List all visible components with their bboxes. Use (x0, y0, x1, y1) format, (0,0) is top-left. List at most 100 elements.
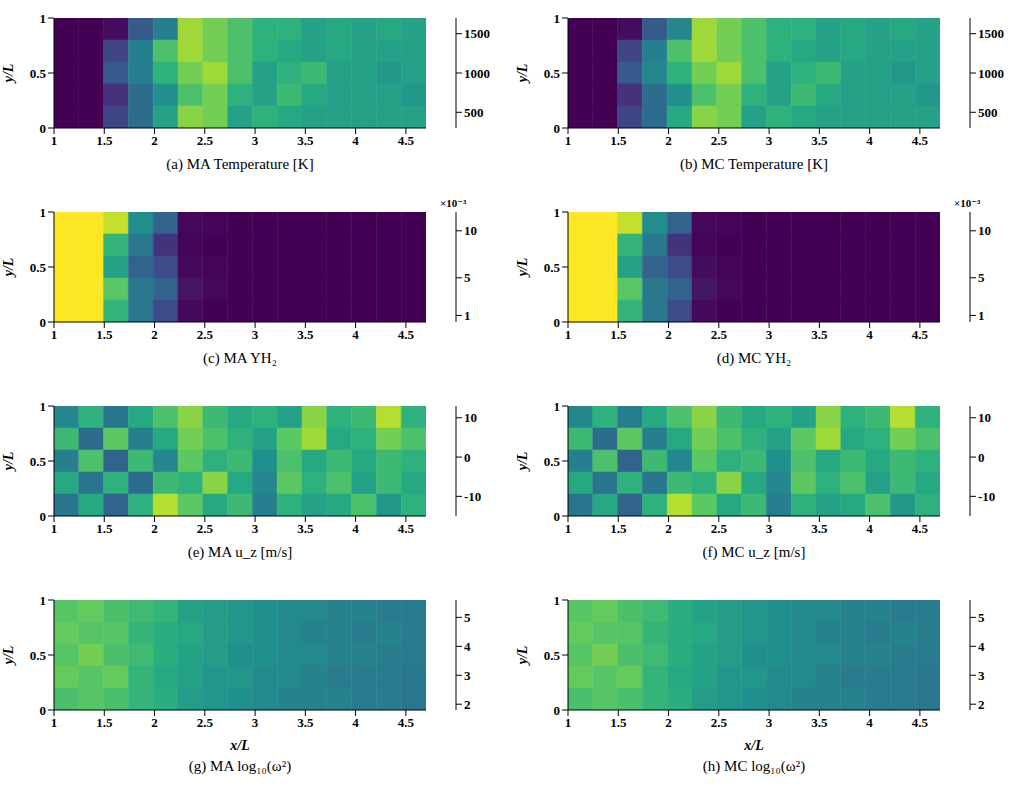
svg-text:y/L: y/L (516, 258, 530, 279)
svg-text:1500: 1500 (978, 26, 1004, 41)
svg-text:3: 3 (464, 668, 471, 683)
svg-text:2: 2 (665, 133, 672, 148)
svg-text:3: 3 (252, 521, 259, 536)
svg-text:1: 1 (40, 11, 47, 26)
svg-text:0: 0 (40, 509, 47, 524)
svg-text:1: 1 (565, 133, 572, 148)
svg-text:4.5: 4.5 (398, 327, 415, 342)
svg-text:1.5: 1.5 (610, 327, 627, 342)
svg-text:4.5: 4.5 (912, 133, 929, 148)
svg-text:0.5: 0.5 (30, 66, 47, 81)
svg-text:10: 10 (464, 410, 477, 425)
svg-text:5: 5 (464, 270, 471, 285)
svg-text:4: 4 (352, 133, 359, 148)
svg-text:y/L: y/L (2, 452, 16, 473)
svg-text:4.5: 4.5 (912, 521, 929, 536)
svg-text:3.5: 3.5 (811, 715, 828, 730)
svg-text:2.5: 2.5 (711, 133, 728, 148)
svg-text:2: 2 (665, 715, 672, 730)
svg-text:1.5: 1.5 (96, 715, 113, 730)
svg-text:2.5: 2.5 (197, 133, 214, 148)
svg-text:x/L: x/L (743, 738, 763, 753)
svg-text:3.5: 3.5 (297, 327, 314, 342)
svg-text:4.5: 4.5 (912, 327, 929, 342)
svg-text:0.5: 0.5 (544, 454, 561, 469)
svg-text:y/L: y/L (516, 64, 530, 85)
svg-text:0.5: 0.5 (30, 454, 47, 469)
svg-text:-10: -10 (464, 489, 481, 504)
svg-text:2.5: 2.5 (197, 715, 214, 730)
svg-text:0: 0 (464, 450, 471, 465)
svg-text:3: 3 (766, 521, 773, 536)
svg-text:0: 0 (554, 121, 561, 136)
svg-text:4.5: 4.5 (912, 715, 929, 730)
svg-text:1.5: 1.5 (96, 521, 113, 536)
svg-text:2: 2 (151, 133, 158, 148)
svg-text:4.5: 4.5 (398, 715, 415, 730)
svg-text:2: 2 (464, 697, 471, 712)
svg-text:4: 4 (866, 521, 873, 536)
svg-text:1: 1 (565, 327, 572, 342)
svg-text:0: 0 (978, 450, 985, 465)
svg-text:1.5: 1.5 (610, 715, 627, 730)
svg-text:4: 4 (978, 639, 985, 654)
svg-text:10: 10 (978, 223, 991, 238)
svg-text:1: 1 (554, 205, 561, 220)
svg-text:1000: 1000 (978, 66, 1004, 81)
svg-text:500: 500 (978, 105, 998, 120)
svg-text:0: 0 (40, 121, 47, 136)
svg-text:2: 2 (151, 327, 158, 342)
svg-text:0.5: 0.5 (544, 66, 561, 81)
svg-text:1: 1 (51, 521, 58, 536)
svg-text:2.5: 2.5 (711, 327, 728, 342)
svg-text:0: 0 (554, 315, 561, 330)
svg-text:1: 1 (51, 133, 58, 148)
svg-text:2: 2 (665, 327, 672, 342)
svg-text:1.5: 1.5 (610, 521, 627, 536)
svg-text:1.5: 1.5 (96, 327, 113, 342)
svg-text:3.5: 3.5 (297, 715, 314, 730)
svg-text:2: 2 (665, 521, 672, 536)
svg-text:5: 5 (978, 270, 985, 285)
svg-text:4.5: 4.5 (398, 133, 415, 148)
svg-text:5: 5 (464, 610, 471, 625)
svg-text:4: 4 (464, 639, 471, 654)
svg-text:4.5: 4.5 (398, 521, 415, 536)
svg-text:0: 0 (554, 703, 561, 718)
svg-text:3: 3 (978, 668, 985, 683)
svg-text:3: 3 (252, 327, 259, 342)
svg-text:2.5: 2.5 (197, 521, 214, 536)
svg-text:4: 4 (352, 521, 359, 536)
svg-text:y/L: y/L (2, 258, 16, 279)
svg-text:3: 3 (252, 133, 259, 148)
svg-text:3.5: 3.5 (811, 521, 828, 536)
svg-text:y/L: y/L (2, 64, 16, 85)
svg-text:0: 0 (40, 703, 47, 718)
svg-text:0.5: 0.5 (544, 260, 561, 275)
svg-text:0.5: 0.5 (30, 648, 47, 663)
svg-text:1: 1 (40, 593, 47, 608)
svg-text:1: 1 (978, 308, 985, 323)
svg-text:3: 3 (766, 327, 773, 342)
svg-text:10: 10 (978, 410, 991, 425)
svg-text:y/L: y/L (2, 646, 16, 667)
svg-text:-10: -10 (978, 489, 995, 504)
svg-text:4: 4 (866, 133, 873, 148)
svg-text:1.5: 1.5 (96, 133, 113, 148)
svg-text:4: 4 (352, 715, 359, 730)
svg-text:3: 3 (766, 715, 773, 730)
svg-text:1: 1 (40, 205, 47, 220)
svg-text:4: 4 (866, 327, 873, 342)
svg-text:2.5: 2.5 (711, 521, 728, 536)
svg-text:1: 1 (51, 715, 58, 730)
svg-text:1000: 1000 (464, 66, 490, 81)
svg-text:1: 1 (464, 308, 471, 323)
svg-text:10: 10 (464, 223, 477, 238)
svg-text:1: 1 (565, 715, 572, 730)
svg-text:1: 1 (554, 399, 561, 414)
svg-text:3.5: 3.5 (811, 327, 828, 342)
svg-text:2: 2 (978, 697, 985, 712)
svg-text:3.5: 3.5 (811, 133, 828, 148)
svg-text:2.5: 2.5 (711, 715, 728, 730)
svg-text:y/L: y/L (516, 646, 530, 667)
